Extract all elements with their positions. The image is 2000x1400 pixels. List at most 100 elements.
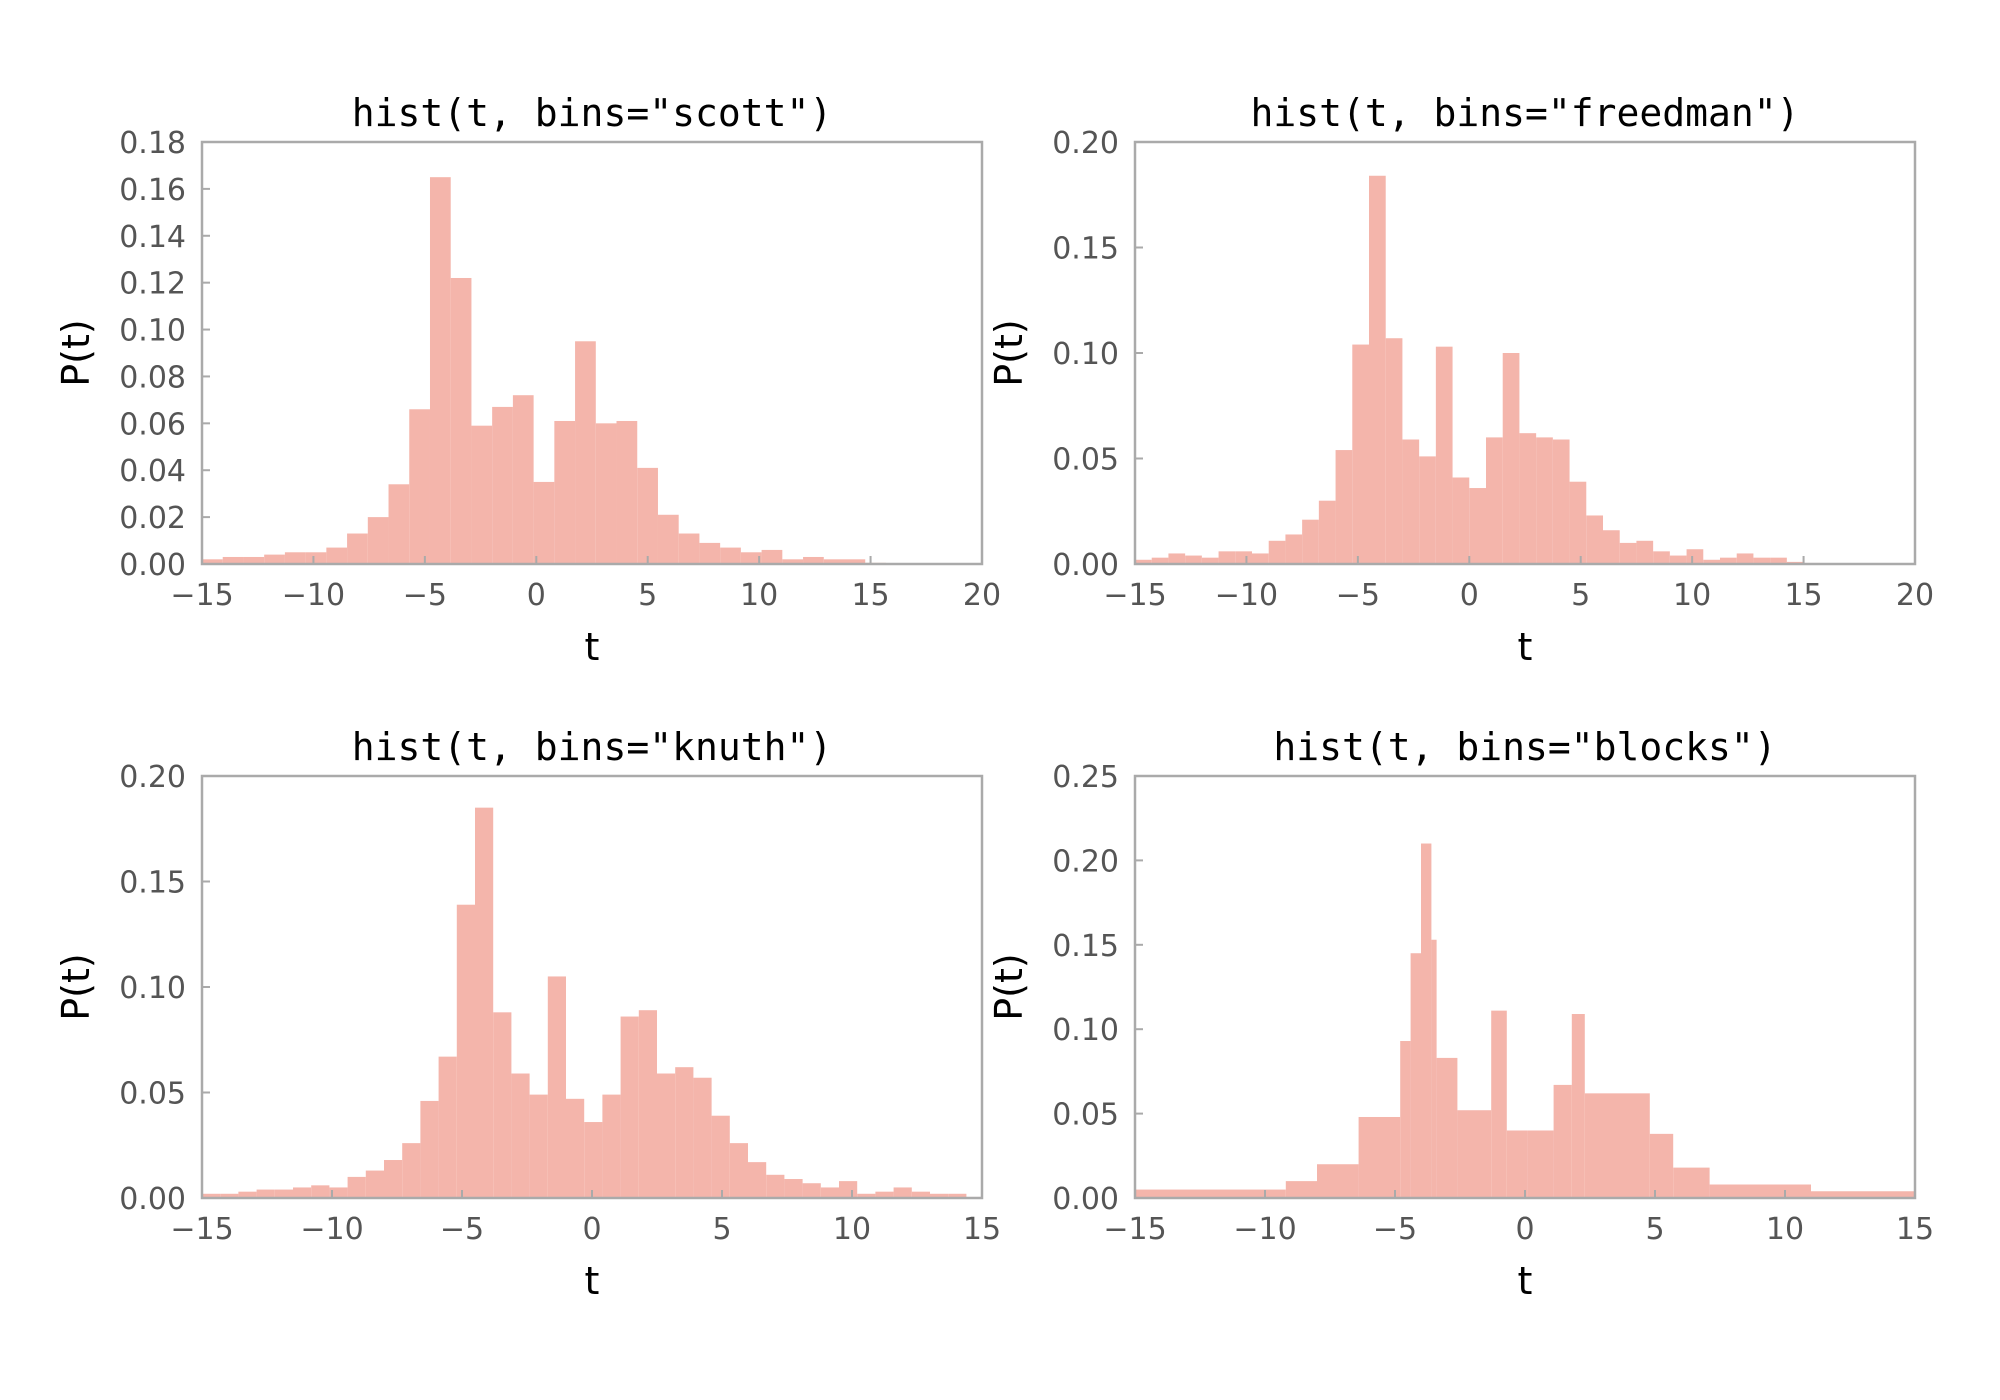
x-axis-label: t (1518, 1259, 1533, 1303)
histogram-bar (284, 552, 306, 564)
histogram-bar (637, 467, 658, 564)
histogram-bar (1452, 477, 1470, 564)
y-tick-label: 0.08 (119, 360, 186, 395)
x-tick-label: 0 (527, 578, 546, 613)
histogram-bar (1135, 1189, 1286, 1198)
histogram-bar (893, 1187, 912, 1198)
histogram-bar (729, 1143, 748, 1198)
histogram-bar (584, 1122, 603, 1198)
x-tick-label: 0 (582, 1212, 601, 1247)
histogram-bar (475, 807, 494, 1198)
histogram-bar (1603, 530, 1620, 564)
histogram-bar (547, 976, 566, 1198)
histogram-bar (1571, 1014, 1585, 1198)
y-tick-label: 0.20 (1052, 844, 1119, 879)
histogram-bar (1553, 1084, 1572, 1198)
x-tick-label: 15 (1896, 1212, 1934, 1247)
x-tick-label: −5 (403, 578, 447, 613)
histogram-bar (511, 1073, 530, 1198)
histogram-bar (1569, 481, 1587, 564)
histogram-bar (1285, 1181, 1317, 1198)
histogram-bar (1358, 1116, 1401, 1198)
histogram-bar (1552, 439, 1570, 564)
x-tick-label: −10 (1233, 1212, 1296, 1247)
x-tick-label: 10 (1673, 578, 1711, 613)
histogram-bar (575, 341, 596, 564)
histogram-bar (678, 533, 700, 564)
x-tick-label: 5 (1645, 1212, 1664, 1247)
histogram-bar (1673, 1167, 1710, 1198)
x-tick-label: 5 (638, 578, 657, 613)
histogram-bar (761, 549, 783, 564)
histogram-bar (1317, 1164, 1359, 1198)
histogram-bar (429, 177, 451, 565)
histogram-bar (657, 514, 679, 564)
y-tick-label: 0.15 (1052, 929, 1119, 964)
histogram-bar (675, 1067, 694, 1198)
histogram-bar (820, 1187, 839, 1198)
histogram-bar (367, 517, 389, 564)
histogram-bar (347, 1176, 366, 1198)
histogram-bar (1218, 551, 1236, 564)
histogram-bar (512, 395, 534, 564)
histogram-bar (711, 1115, 730, 1198)
histogram-bar (1686, 549, 1704, 564)
y-tick-label: 0.15 (1052, 232, 1119, 267)
histogram-bar (1536, 437, 1553, 564)
histogram-bar (1457, 1110, 1492, 1198)
y-tick-label: 0.04 (119, 454, 186, 489)
y-tick-label: 0.10 (119, 314, 186, 349)
histogram-bar (1431, 939, 1437, 1198)
histogram-bar (305, 552, 327, 564)
histogram-bar (1811, 1191, 1915, 1198)
histogram-bar (1151, 557, 1169, 564)
histogram-bar (409, 409, 430, 564)
bars (202, 177, 886, 565)
histogram-bar (256, 1189, 275, 1198)
histogram-bar (1352, 344, 1369, 564)
x-tick-label: 10 (1766, 1212, 1804, 1247)
histogram-bar (1649, 1133, 1674, 1198)
y-axis-label: P(t) (987, 319, 1031, 386)
histogram-bar (1469, 488, 1486, 564)
histogram-bar (766, 1174, 785, 1198)
y-tick-label: 0.12 (119, 267, 186, 302)
histogram-bar (554, 420, 576, 564)
y-tick-label: 0.25 (1052, 760, 1119, 795)
y-tick-label: 0.10 (119, 971, 186, 1006)
histogram-bar (222, 556, 244, 564)
histogram-bar (329, 1187, 348, 1198)
y-tick-label: 0.00 (119, 548, 186, 583)
x-tick-label: −5 (1373, 1212, 1417, 1247)
x-tick-label: 15 (851, 578, 889, 613)
histogram-bar (274, 1189, 293, 1198)
histogram-bar (620, 1016, 639, 1198)
y-tick-label: 0.20 (1052, 126, 1119, 161)
panel-freedman: −15 −10 −5 0 5 10 15 20 0.00 0.05 0.10 0.15 0.20 hist… (987, 91, 1934, 669)
histogram-bar (1268, 540, 1286, 564)
histogram-bar (1318, 500, 1336, 564)
histogram-bar (450, 277, 472, 564)
histogram-bar (1235, 551, 1252, 564)
histogram-bar (1285, 534, 1303, 564)
histogram-bar (857, 1193, 876, 1198)
histogram-bar (699, 542, 721, 564)
x-tick-label: 20 (1896, 578, 1934, 613)
x-tick-label: −10 (300, 1212, 363, 1247)
histogram-bar (657, 1073, 676, 1198)
histogram-bar (720, 547, 741, 564)
x-tick-label: 20 (963, 578, 1001, 613)
y-tick-label: 0.10 (1052, 1013, 1119, 1048)
panel-blocks: −15 −10 −5 0 5 10 15 0.00 0.05 0.10 0.15 0.20 0.25 hi… (987, 725, 1934, 1303)
histogram-bar (1436, 1057, 1458, 1198)
x-tick-label: −15 (1103, 578, 1166, 613)
x-axis-label: t (585, 625, 600, 669)
bars (1135, 843, 1915, 1198)
x-axis-label: t (1518, 625, 1533, 669)
histogram-bar (748, 1162, 767, 1198)
histogram-bar (911, 1191, 930, 1198)
histogram-bar (1502, 353, 1520, 564)
histogram-bar (930, 1193, 949, 1198)
x-tick-label: −15 (1103, 1212, 1166, 1247)
